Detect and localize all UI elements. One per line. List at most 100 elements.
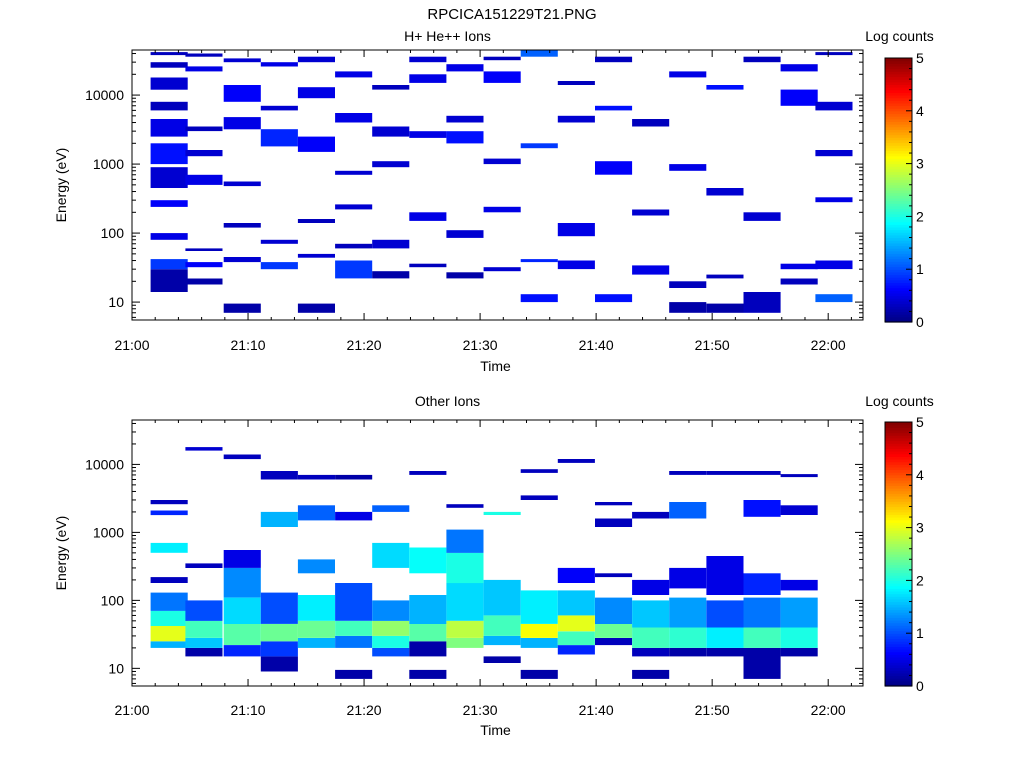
colorbar-segment [885, 216, 912, 220]
colorbar-segment [885, 81, 912, 85]
colorbar-segment [885, 102, 912, 107]
panel-1: 21:00 21:10 21:20 21:30 21:40 21:50 22:0010100… [53, 28, 934, 374]
data-cell [446, 230, 484, 238]
colorbar-segment [885, 314, 912, 318]
colorbar-segment [885, 511, 912, 515]
colorbar-segment [885, 635, 912, 640]
x-tick-label: 21:10 [231, 337, 266, 353]
data-cell [483, 635, 521, 646]
colorbar-segment [885, 453, 912, 457]
colorbar-segment [885, 577, 912, 581]
colorbar-segment [885, 596, 912, 600]
data-cell [520, 638, 558, 648]
data-cell [780, 579, 818, 591]
colorbar-segment [885, 517, 912, 521]
data-cell [150, 641, 188, 648]
x-tick-label: 21:30 [463, 337, 498, 353]
data-cell [780, 278, 818, 285]
data-cell [409, 131, 447, 138]
colorbar-segment [885, 213, 912, 217]
colorbar-segment [885, 477, 912, 481]
data-cell [446, 131, 484, 144]
x-tick-label: 21:00 [114, 702, 149, 718]
colorbar-segment [885, 522, 912, 526]
colorbar-segment [885, 68, 912, 72]
data-cell [483, 56, 521, 61]
data-cell [409, 595, 447, 624]
colorbar-segment [885, 429, 912, 434]
colorbar-segment [885, 651, 912, 655]
colorbar-segment [885, 461, 912, 465]
data-cell [223, 181, 261, 187]
data-cell [632, 265, 670, 275]
colorbar-segment [885, 285, 912, 289]
colorbar-segment [885, 609, 912, 613]
colorbar-segment [885, 274, 912, 278]
colorbar-tick-label: 0 [916, 678, 924, 694]
colorbar-segment [885, 60, 912, 64]
data-cell [706, 188, 744, 196]
data-cell [446, 583, 484, 621]
data-cell [260, 656, 298, 672]
colorbar-segment [885, 664, 912, 669]
colorbar-segment [885, 567, 912, 571]
data-cell [706, 647, 744, 657]
colorbar-segment [885, 224, 912, 228]
data-cell [297, 219, 335, 223]
data-cell [260, 623, 298, 642]
data-cell [446, 504, 484, 508]
x-tick-label: 22:00 [811, 702, 846, 718]
data-cell [743, 471, 781, 475]
data-cell [780, 89, 818, 106]
colorbar-segment [885, 445, 912, 449]
colorbar-segment [885, 287, 912, 291]
data-cell [260, 262, 298, 270]
data-cell [632, 627, 670, 648]
data-cell [632, 579, 670, 595]
data-cell [743, 292, 781, 313]
colorbar-segment [885, 76, 912, 80]
colorbar-segment [885, 195, 912, 199]
data-cell [520, 469, 558, 473]
colorbar-segment [885, 569, 912, 574]
colorbar-segment [885, 659, 912, 663]
y-tick-label: 100 [101, 592, 125, 608]
data-cell [372, 126, 410, 137]
data-cell [260, 62, 298, 67]
data-cell [706, 556, 744, 595]
data-cell [335, 113, 373, 123]
colorbar-segment [885, 503, 912, 508]
data-cell [223, 597, 261, 624]
data-cell [706, 303, 744, 313]
colorbar-segment [885, 472, 912, 476]
colorbar-segment [885, 58, 912, 62]
colorbar-label: Log counts [865, 393, 934, 409]
colorbar-segment [885, 458, 912, 463]
colorbar-segment [885, 593, 912, 597]
x-tick-label: 21:40 [579, 702, 614, 718]
colorbar-segment [885, 258, 912, 262]
colorbar-segment [885, 427, 912, 431]
data-cell [669, 281, 707, 288]
x-tick-label: 21:10 [231, 702, 266, 718]
colorbar-tick-label: 5 [916, 414, 924, 430]
data-cell [743, 500, 781, 517]
colorbar-segment [885, 232, 912, 236]
data-cell [185, 647, 223, 657]
data-cell [185, 600, 223, 621]
data-cell [150, 542, 188, 553]
data-cell [185, 563, 223, 568]
colorbar-segment [885, 182, 912, 186]
y-tick-label: 1000 [93, 524, 124, 540]
data-cell [297, 136, 335, 152]
x-tick-label: 22:00 [811, 337, 846, 353]
colorbar-segment [885, 226, 912, 231]
colorbar-segment [885, 464, 912, 468]
data-cell [185, 262, 223, 268]
data-cell [483, 267, 521, 272]
colorbar-segment [885, 678, 912, 682]
data-cell [669, 597, 707, 628]
x-tick-label: 21:30 [463, 702, 498, 718]
colorbar-segment [885, 142, 912, 146]
colorbar-segment [885, 174, 912, 178]
